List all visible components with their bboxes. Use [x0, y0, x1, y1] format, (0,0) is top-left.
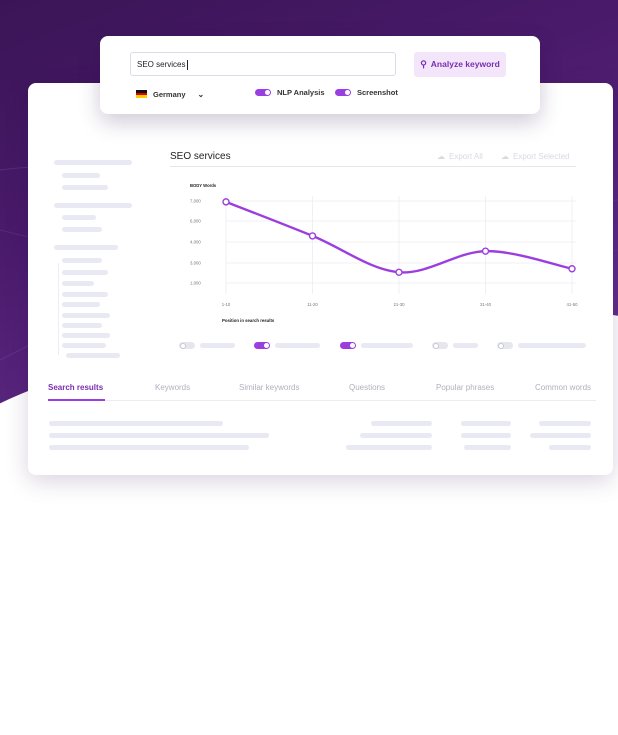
y-tick-label: 3,000 — [190, 261, 201, 266]
y-tick-label: 1,000 — [190, 281, 201, 286]
nlp-analysis-label: NLP Analysis — [277, 88, 325, 97]
series-label-skeleton — [361, 343, 413, 348]
panel-title-divider — [170, 166, 576, 167]
sidebar-skeleton — [54, 203, 132, 208]
series-label-skeleton — [453, 343, 478, 348]
text-caret — [187, 59, 189, 70]
sidebar-skeleton — [62, 270, 108, 275]
tab-search-results[interactable]: Search results — [48, 383, 104, 392]
toggle-switch — [255, 89, 271, 96]
export-selected-label: Export Selected — [513, 152, 570, 161]
result-row-skeleton — [49, 445, 249, 450]
y-tick-label: 6,000 — [190, 219, 201, 224]
result-cell-skeleton — [346, 445, 432, 450]
result-cell-skeleton — [464, 445, 511, 450]
sidebar-skeleton — [54, 160, 132, 165]
series-toggle[interactable] — [432, 342, 448, 349]
nlp-analysis-toggle[interactable]: NLP Analysis — [255, 88, 325, 97]
sidebar-tree-line — [58, 263, 59, 355]
results-tabs: Search results Keywords Similar keywords… — [48, 383, 596, 405]
y-tick-label: 4,000 — [190, 240, 201, 245]
country-label: Germany — [153, 89, 186, 99]
series-label-skeleton — [200, 343, 235, 348]
keyword-search-card: SEO services ⚲ Analyze keyword Germany ⌄ … — [100, 36, 540, 114]
data-point — [222, 198, 230, 206]
sidebar-skeleton — [66, 353, 120, 358]
chevron-down-icon: ⌄ — [197, 89, 205, 99]
download-icon: ☁ — [437, 152, 445, 161]
screenshot-label: Screenshot — [357, 88, 398, 97]
series-toggle[interactable] — [179, 342, 195, 349]
keyword-input-value: SEO services — [137, 60, 186, 69]
sidebar-skeleton — [62, 333, 110, 338]
data-point — [481, 247, 490, 255]
export-selected-button[interactable]: ☁ Export Selected — [501, 152, 569, 161]
export-all-label: Export All — [449, 152, 483, 161]
keyword-search-input[interactable]: SEO services — [130, 52, 396, 76]
download-icon: ☁ — [501, 152, 509, 161]
tab-popular-phrases[interactable]: Popular phrases — [436, 383, 495, 392]
germany-flag-icon — [136, 90, 147, 99]
x-tick-label: 31-40 — [480, 302, 492, 307]
sidebar-skeleton — [62, 227, 102, 232]
tab-questions[interactable]: Questions — [349, 383, 386, 392]
sidebar-skeleton — [62, 185, 108, 190]
sidebar-skeleton — [62, 173, 100, 178]
tabs-divider — [48, 400, 596, 401]
x-tick-label: 41-50 — [567, 302, 579, 307]
analysis-card — [28, 83, 613, 475]
series-toggle[interactable] — [340, 342, 356, 349]
search-icon: ⚲ — [420, 59, 427, 69]
x-axis-label: Position in search results — [222, 318, 275, 323]
sidebar-skeleton — [62, 343, 106, 348]
result-cell-skeleton — [360, 433, 432, 438]
data-point — [395, 268, 403, 276]
screenshot-toggle[interactable]: Screenshot — [335, 88, 398, 97]
tab-similar-keywords[interactable]: Similar keywords — [239, 383, 300, 392]
analyze-keyword-button[interactable]: ⚲ Analyze keyword — [414, 52, 506, 77]
result-cell-skeleton — [461, 421, 511, 426]
result-cell-skeleton — [461, 433, 511, 438]
result-cell-skeleton — [549, 445, 591, 450]
sidebar-skeleton — [62, 313, 110, 318]
sidebar-skeleton — [62, 258, 102, 263]
data-point — [568, 265, 576, 273]
data-point — [308, 232, 317, 240]
sidebar-skeleton — [62, 215, 96, 220]
tab-keywords[interactable]: Keywords — [155, 383, 191, 392]
sidebar-skeleton — [62, 281, 94, 286]
series-toggle[interactable] — [497, 342, 513, 349]
x-tick-label: 11-20 — [307, 302, 318, 307]
series-label-skeleton — [275, 343, 320, 348]
tab-common-words[interactable]: Common words — [535, 383, 592, 392]
panel-title: SEO services — [170, 151, 231, 162]
sidebar-skeleton — [54, 245, 118, 250]
result-row-skeleton — [49, 421, 223, 426]
result-cell-skeleton — [530, 433, 591, 438]
active-tab-indicator — [48, 399, 105, 401]
y-tick-label: 7,000 — [190, 199, 201, 204]
analyze-keyword-label: Analyze keyword — [430, 59, 500, 69]
toggle-switch — [335, 89, 351, 96]
y-axis-label: BODY Words — [190, 183, 217, 188]
series-label-skeleton — [518, 343, 586, 348]
country-selector[interactable]: Germany ⌄ — [136, 88, 204, 100]
sidebar-skeleton — [62, 302, 100, 307]
result-row-skeleton — [49, 433, 269, 438]
result-cell-skeleton — [539, 421, 591, 426]
series-toggle[interactable] — [254, 342, 270, 349]
sidebar-skeleton — [62, 323, 102, 328]
sidebar-skeleton — [62, 292, 108, 297]
x-tick-label: 1-10 — [222, 302, 231, 307]
x-tick-label: 21-30 — [394, 302, 406, 307]
body-words-line-chart: BODY Words 7,000 6,000 4,000 3,000 1,000 1-10 1… — [190, 183, 579, 323]
result-cell-skeleton — [371, 421, 432, 426]
export-all-button[interactable]: ☁ Export All — [437, 152, 483, 161]
